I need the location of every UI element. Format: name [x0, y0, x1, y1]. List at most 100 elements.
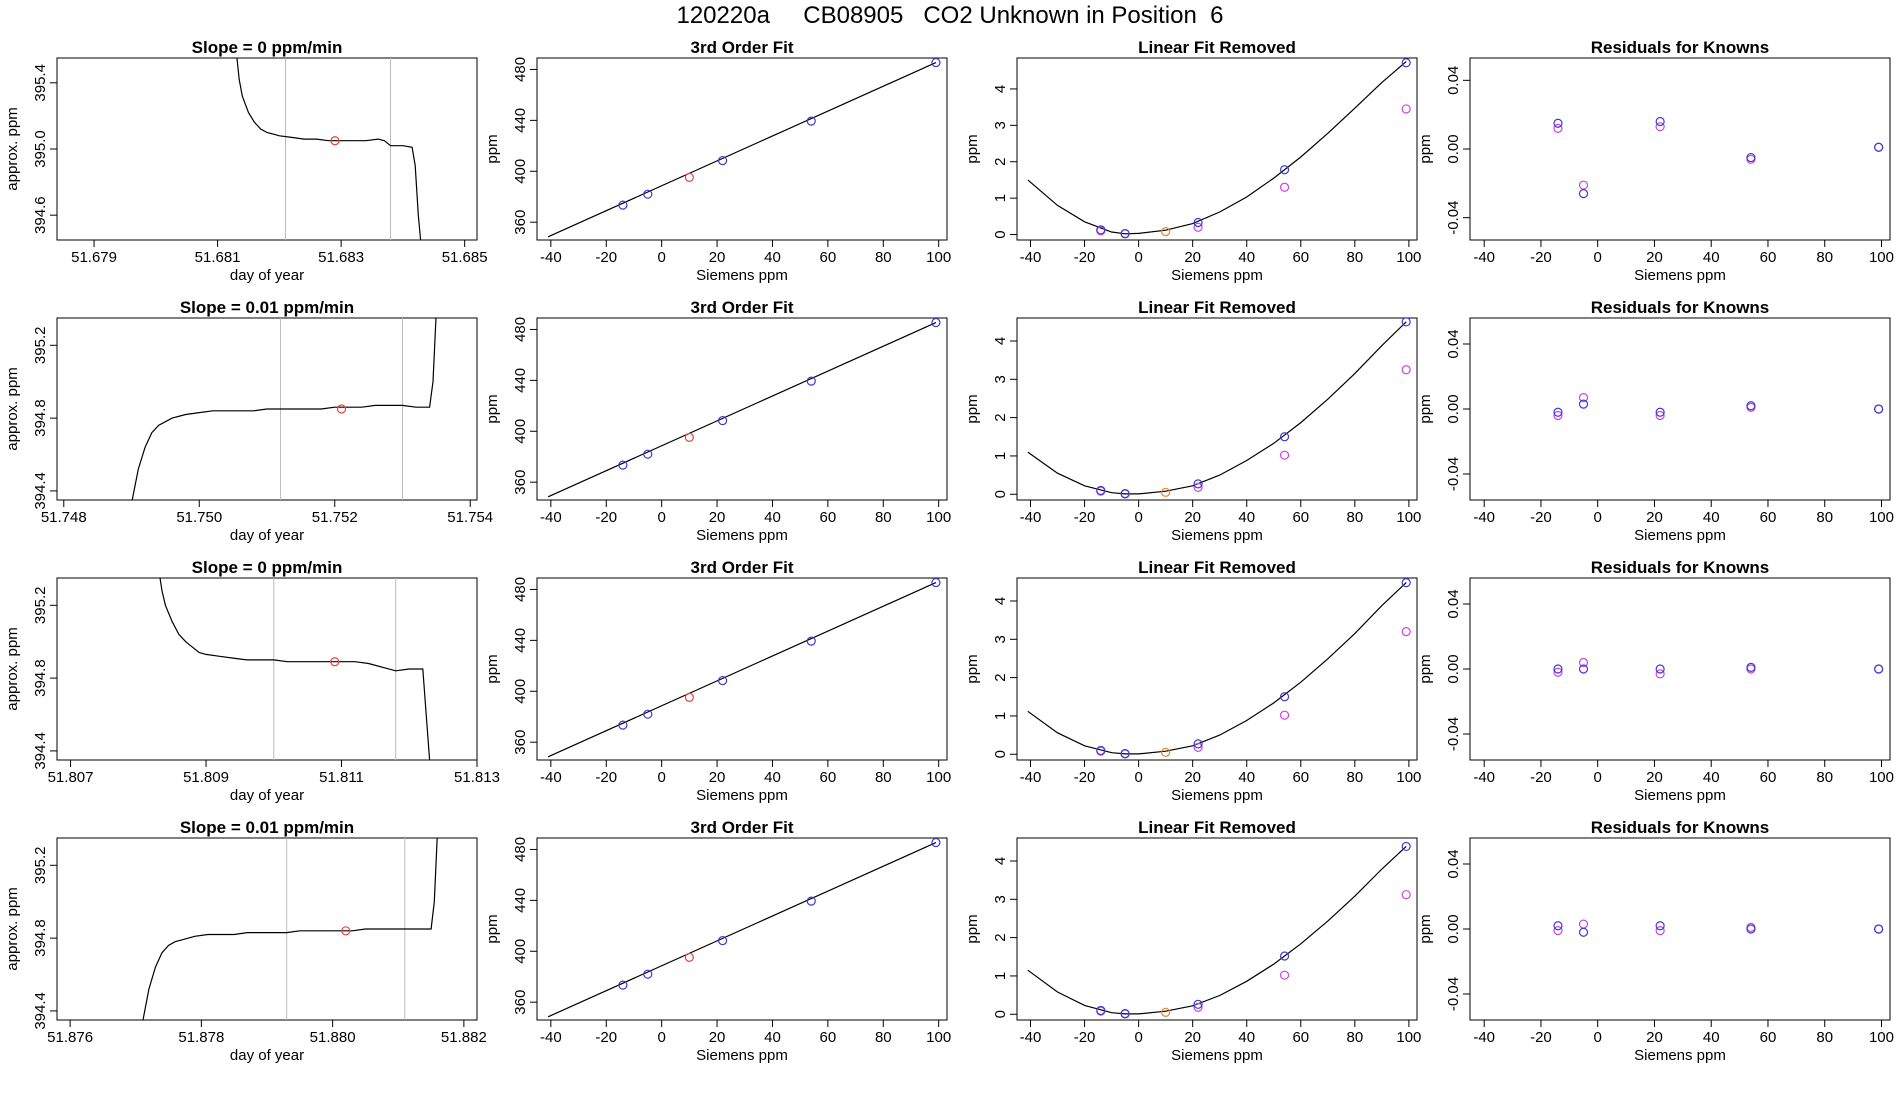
x-tick-label: 100 — [1396, 1029, 1421, 1046]
x-tick-label: 20 — [709, 769, 726, 786]
y-tick-label: -0.04 — [1445, 201, 1462, 235]
known-point — [1279, 692, 1290, 702]
raw-point — [1193, 742, 1203, 752]
fit-curve — [1027, 321, 1407, 495]
y-tick-label: 394.8 — [32, 659, 49, 697]
x-tick-label: 100 — [1869, 1029, 1894, 1046]
panel-trace-row-2: Slope = 0.01 ppm/min 51.748 51.750 51.752 51… — [4, 298, 493, 544]
x-tick-label: 80 — [875, 1029, 892, 1046]
y-tick-label: 440 — [512, 888, 529, 913]
x-tick-label: 40 — [764, 1029, 781, 1046]
residual-point — [1553, 667, 1563, 677]
residual-point — [1553, 123, 1563, 133]
x-tick-label: 80 — [875, 769, 892, 786]
y-tick-label: 2 — [992, 933, 1009, 941]
x-tick-label: 20 — [709, 249, 726, 266]
plot-frame — [536, 837, 948, 1021]
y-tick-label: 0.00 — [1445, 654, 1462, 683]
known-point — [1096, 1005, 1106, 1016]
y-axis-label: ppm — [964, 394, 981, 423]
x-axis-label: day of year — [230, 1047, 304, 1064]
panel-trace-row-4: Slope = 0.01 ppm/min 51.876 51.878 51.880 51… — [4, 818, 487, 1064]
x-tick-label: 51.683 — [318, 249, 364, 266]
x-tick-label: 0 — [1134, 1029, 1142, 1046]
y-axis-label: ppm — [484, 914, 501, 943]
x-tick-label: 40 — [764, 249, 781, 266]
known-point — [1401, 58, 1411, 68]
y-tick-label: 3 — [992, 895, 1009, 903]
plot-frame — [1016, 577, 1418, 761]
panel-title: 3rd Order Fit — [691, 38, 794, 57]
known-point — [1096, 485, 1106, 496]
raw-point — [1401, 104, 1411, 114]
x-tick-label: 51.882 — [441, 1029, 487, 1046]
panel-data — [1027, 318, 1411, 499]
x-axis-label: day of year — [230, 527, 304, 544]
known-point — [1193, 999, 1203, 1009]
x-tick-label: 0 — [1594, 509, 1602, 526]
x-tick-label: 0 — [657, 509, 665, 526]
x-tick-label: 80 — [1346, 769, 1363, 786]
x-tick-label: 0 — [1134, 249, 1142, 266]
known-residual-point — [1553, 407, 1563, 417]
x-tick-label: 20 — [1184, 509, 1201, 526]
x-tick-label: 60 — [820, 249, 837, 266]
known-residual-point — [1553, 664, 1563, 674]
x-tick-label: 100 — [926, 769, 951, 786]
known-point — [1401, 841, 1411, 852]
y-tick-label: 395.2 — [32, 327, 49, 365]
x-tick-label: 60 — [1292, 1029, 1309, 1046]
y-axis-label: approx. ppm — [4, 887, 21, 970]
x-tick-label: 100 — [926, 509, 951, 526]
y-tick-label: 0.04 — [1445, 66, 1462, 95]
y-axis-label: ppm — [1417, 134, 1434, 163]
panel-title: 3rd Order Fit — [691, 298, 794, 317]
panel-title: Residuals for Knowns — [1591, 298, 1770, 317]
x-tick-label: 40 — [764, 509, 781, 526]
x-tick-label: 100 — [1869, 249, 1894, 266]
panel-data — [547, 58, 941, 238]
x-tick-label: -40 — [1473, 509, 1495, 526]
y-tick-label: 400 — [512, 679, 529, 704]
x-axis-label: Siemens ppm — [1634, 267, 1726, 284]
known-residual-point — [1553, 921, 1563, 931]
x-axis-label: Siemens ppm — [696, 267, 788, 284]
x-axis-label: Siemens ppm — [1171, 527, 1263, 544]
x-axis-label: Siemens ppm — [1634, 787, 1726, 804]
x-axis-label: Siemens ppm — [1171, 267, 1263, 284]
panel-title: Residuals for Knowns — [1591, 38, 1770, 57]
y-tick-label: 400 — [512, 419, 529, 444]
y-axis-label: approx. ppm — [4, 107, 21, 190]
x-axis-label: day of year — [230, 787, 304, 804]
x-tick-label: -20 — [595, 509, 617, 526]
known-residual-point — [1578, 664, 1589, 674]
panel-title: Slope = 0.01 ppm/min — [180, 818, 354, 837]
x-tick-label: 40 — [1703, 1029, 1720, 1046]
raw-point — [1279, 710, 1290, 720]
known-point — [1193, 739, 1203, 749]
plot-frame — [1016, 57, 1418, 241]
known-point — [618, 980, 628, 990]
panel-data — [1553, 393, 1884, 421]
x-tick-label: 20 — [1646, 509, 1663, 526]
x-tick-label: -20 — [1530, 1029, 1552, 1046]
y-tick-label: 395.2 — [32, 847, 49, 885]
raw-point — [1401, 627, 1411, 637]
x-tick-label: 60 — [820, 1029, 837, 1046]
panel-linfit-row-1: Linear Fit Removed -40 -20 0 20 40 60 80 100 0 1 2 3… — [964, 38, 1421, 284]
raw-point — [1279, 450, 1290, 460]
y-tick-label: 480 — [512, 577, 529, 602]
panel-title: Linear Fit Removed — [1138, 818, 1296, 837]
panel-data — [547, 838, 941, 1018]
panel-linfit-row-4: Linear Fit Removed -40 -20 0 20 40 60 80 100 0 1 2 3… — [964, 818, 1421, 1064]
y-tick-label: 440 — [512, 368, 529, 393]
panel-data — [1027, 841, 1411, 1019]
y-tick-label: 0 — [992, 750, 1009, 758]
x-tick-label: 20 — [709, 1029, 726, 1046]
residual-point — [1655, 410, 1665, 421]
known-point — [718, 935, 728, 946]
plot-frame — [1016, 837, 1418, 1021]
fit-curve — [1027, 845, 1407, 1015]
x-tick-label: -20 — [595, 769, 617, 786]
raw-point — [1279, 182, 1290, 192]
